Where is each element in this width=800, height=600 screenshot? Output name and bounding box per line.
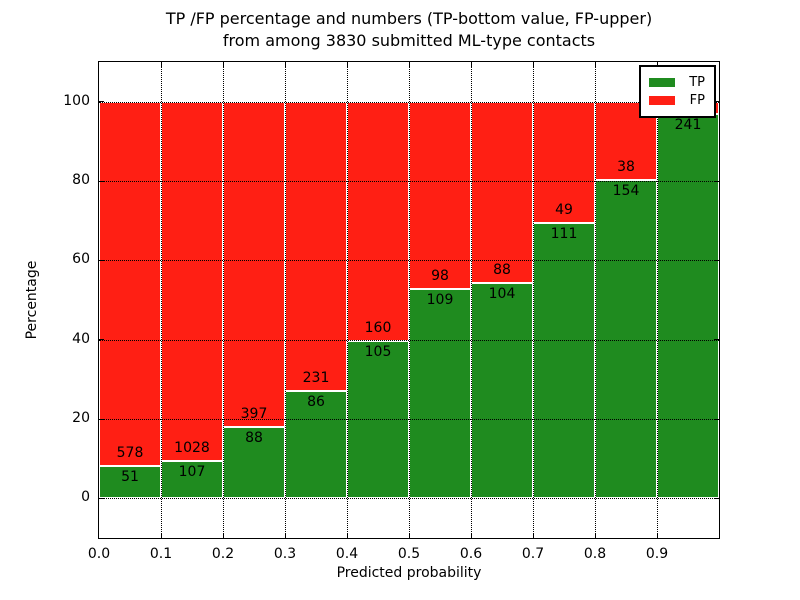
y-tick-label: 100	[63, 92, 90, 109]
y-axis-label: Percentage	[24, 260, 40, 340]
legend-label-fp: FP	[689, 93, 705, 108]
bar-segment-tp	[161, 461, 223, 499]
x-tick-mark	[594, 62, 596, 67]
bar-segment-fp	[223, 101, 285, 427]
gridline-vertical	[595, 62, 596, 538]
x-tick-mark	[160, 533, 162, 538]
gridline-vertical	[285, 62, 286, 538]
gridline-vertical	[223, 62, 224, 538]
gridline-vertical	[409, 62, 410, 538]
y-tick-mark	[714, 180, 719, 182]
gridline-vertical	[347, 62, 348, 538]
x-tick-mark	[284, 533, 286, 538]
y-tick-mark	[99, 418, 104, 420]
gridline-vertical	[471, 62, 472, 538]
y-tick-label: 0	[81, 489, 90, 506]
legend-entry-fp: FP	[649, 93, 705, 108]
x-tick-label: 0.9	[645, 546, 669, 562]
legend-label-tp: TP	[689, 75, 705, 90]
tp-color-swatch	[649, 78, 675, 87]
y-tick-mark	[714, 339, 719, 341]
bar-segment-tp	[285, 390, 347, 499]
x-tick-label: 0.1	[149, 546, 173, 562]
x-tick-label: 0.8	[583, 546, 607, 562]
legend-entry-tp: TP	[649, 75, 705, 90]
bar-segment-fp	[409, 101, 471, 290]
y-tick-mark	[714, 418, 719, 420]
y-tick-mark	[99, 259, 104, 261]
bar-segment-fp	[161, 101, 223, 462]
legend: TP FP	[639, 65, 716, 118]
y-tick-mark	[99, 180, 104, 182]
bar-segment-tp	[409, 289, 471, 499]
gridline-vertical	[657, 62, 658, 538]
y-tick-mark	[714, 101, 719, 103]
x-axis-label: Predicted probability	[336, 565, 482, 581]
y-tick-mark	[99, 339, 104, 341]
y-tick-mark	[99, 101, 104, 103]
gridline-vertical	[533, 62, 534, 538]
x-tick-mark	[594, 533, 596, 538]
x-tick-label: 0.7	[521, 546, 545, 562]
bar-segment-tp	[595, 180, 657, 499]
bar-segment-fp	[471, 101, 533, 284]
x-tick-mark	[222, 533, 224, 538]
x-tick-label: 0.4	[335, 546, 359, 562]
y-tick-mark	[99, 497, 104, 499]
x-tick-label: 0.2	[211, 546, 235, 562]
y-tick-mark	[714, 497, 719, 499]
y-tick-label: 60	[72, 251, 90, 268]
fp-color-swatch	[649, 96, 675, 105]
x-tick-label: 0.0	[87, 546, 111, 562]
gridline-vertical	[161, 62, 162, 538]
y-tick-label: 20	[72, 410, 90, 426]
bar-segment-tp	[533, 223, 595, 499]
chart-title: TP /FP percentage and numbers (TP-bottom…	[99, 8, 719, 52]
x-tick-mark	[656, 533, 658, 538]
bar-segment-tp	[657, 114, 719, 499]
y-tick-label: 40	[72, 330, 90, 347]
x-tick-mark	[346, 533, 348, 538]
chart-title-line1: TP /FP percentage and numbers (TP-bottom…	[165, 9, 653, 28]
y-tick-label: 80	[72, 172, 90, 188]
x-tick-mark	[532, 533, 534, 538]
x-tick-label: 0.6	[459, 546, 483, 562]
chart-title-line2: from among 3830 submitted ML-type contac…	[222, 31, 596, 50]
bar-segment-tp	[471, 283, 533, 499]
bar-segment-fp	[285, 101, 347, 391]
x-tick-mark	[160, 62, 162, 67]
x-tick-mark	[222, 62, 224, 67]
x-tick-mark	[470, 62, 472, 67]
x-tick-mark	[408, 62, 410, 67]
bar-segment-fp	[99, 101, 161, 467]
x-tick-mark	[284, 62, 286, 67]
x-tick-mark	[532, 62, 534, 67]
x-tick-mark	[656, 62, 658, 67]
x-tick-mark	[346, 62, 348, 67]
bar-segment-fp	[533, 101, 595, 224]
y-tick-mark	[714, 259, 719, 261]
x-tick-label: 0.3	[273, 546, 297, 562]
x-tick-label: 0.5	[397, 546, 421, 562]
bar-segment-tp	[223, 426, 285, 499]
plot-area: TP FP 578 51 1028 107 397 88 231 86 160 105 98 109 8…	[98, 61, 720, 539]
x-tick-mark	[408, 533, 410, 538]
bar-segment-tp	[99, 466, 161, 499]
bar-segment-fp	[347, 101, 409, 342]
x-tick-mark	[470, 533, 472, 538]
